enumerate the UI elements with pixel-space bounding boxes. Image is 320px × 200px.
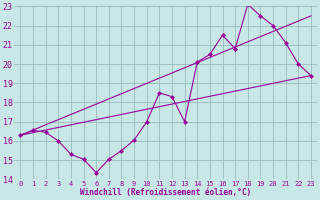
X-axis label: Windchill (Refroidissement éolien,°C): Windchill (Refroidissement éolien,°C) — [80, 188, 251, 197]
